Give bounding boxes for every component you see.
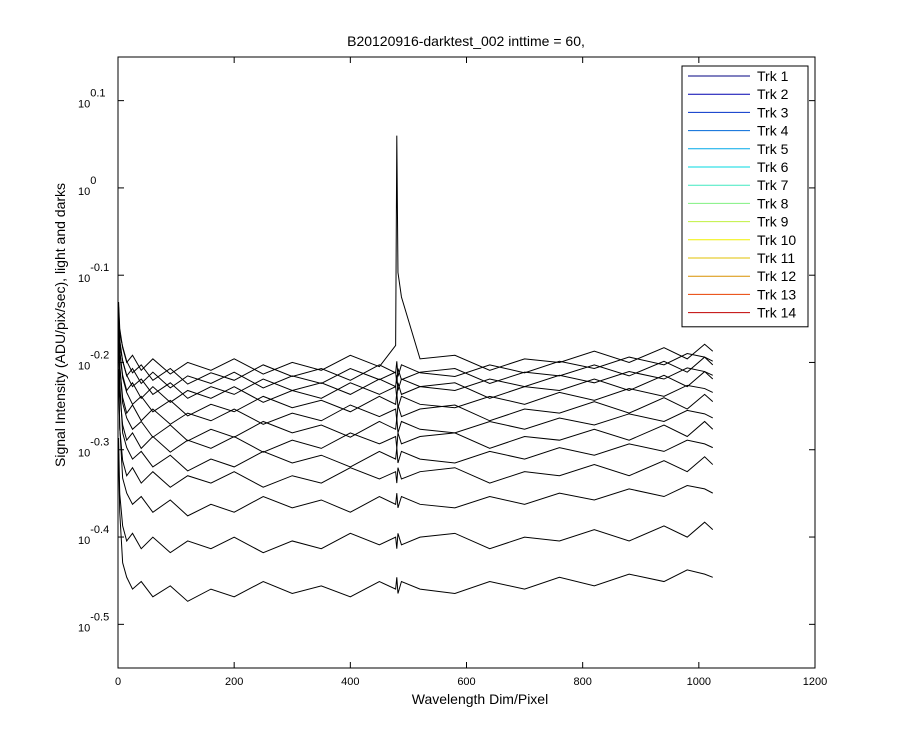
legend-label: Trk 7	[757, 177, 789, 193]
y-tick-label: 10-0.4	[78, 524, 109, 547]
y-tick-label: 10-0.3	[78, 437, 109, 460]
y-tick-label: 10-0.5	[78, 611, 109, 634]
data-line	[118, 437, 714, 554]
x-tick-label: 200	[225, 676, 243, 688]
legend-label: Trk 14	[757, 305, 796, 321]
x-tick-label: 600	[457, 676, 475, 688]
legend-label: Trk 3	[757, 104, 789, 120]
data-line	[118, 317, 713, 399]
data-line	[118, 323, 714, 403]
x-axis-label: Wavelength Dim/Pixel	[412, 691, 548, 707]
x-tick-label: 800	[573, 676, 591, 688]
data-line	[118, 312, 714, 389]
chart-title: B20120916-darktest_002 inttime = 60,	[347, 33, 585, 49]
legend-label: Trk 1	[757, 68, 789, 84]
y-tick-label: 10-0.2	[78, 349, 109, 372]
data-line	[118, 372, 714, 488]
legend-box	[681, 65, 809, 328]
legend-label: Trk 2	[757, 86, 789, 102]
data-line	[118, 345, 713, 472]
legend-label: Trk 8	[757, 195, 789, 211]
x-tick-label: 0	[115, 676, 121, 688]
y-tick-label: 100.1	[78, 88, 106, 111]
x-tick-label: 400	[341, 676, 359, 688]
legend-label: Trk 11	[757, 250, 795, 266]
data-line	[118, 369, 714, 517]
data-line	[118, 323, 713, 417]
legend-label: Trk 13	[757, 286, 796, 302]
legend-label: Trk 9	[757, 214, 789, 230]
y-tick-label: 10-0.1	[78, 262, 109, 285]
legend-label: Trk 5	[757, 141, 789, 157]
data-line	[118, 135, 714, 375]
data-line	[118, 453, 713, 602]
x-tick-label: 1000	[687, 676, 711, 688]
data-line	[118, 328, 714, 425]
legend-label: Trk 12	[757, 268, 796, 284]
data-line	[118, 307, 713, 385]
data-line	[118, 339, 714, 453]
legend-label: Trk 6	[757, 159, 789, 175]
legend-label: Trk 10	[757, 232, 796, 248]
x-tick-label: 1200	[803, 676, 827, 688]
y-tick-label: 100	[78, 175, 96, 198]
y-axis-label: Signal Intensity (ADU/pix/sec), light an…	[52, 183, 68, 467]
legend-label: Trk 4	[757, 123, 789, 139]
